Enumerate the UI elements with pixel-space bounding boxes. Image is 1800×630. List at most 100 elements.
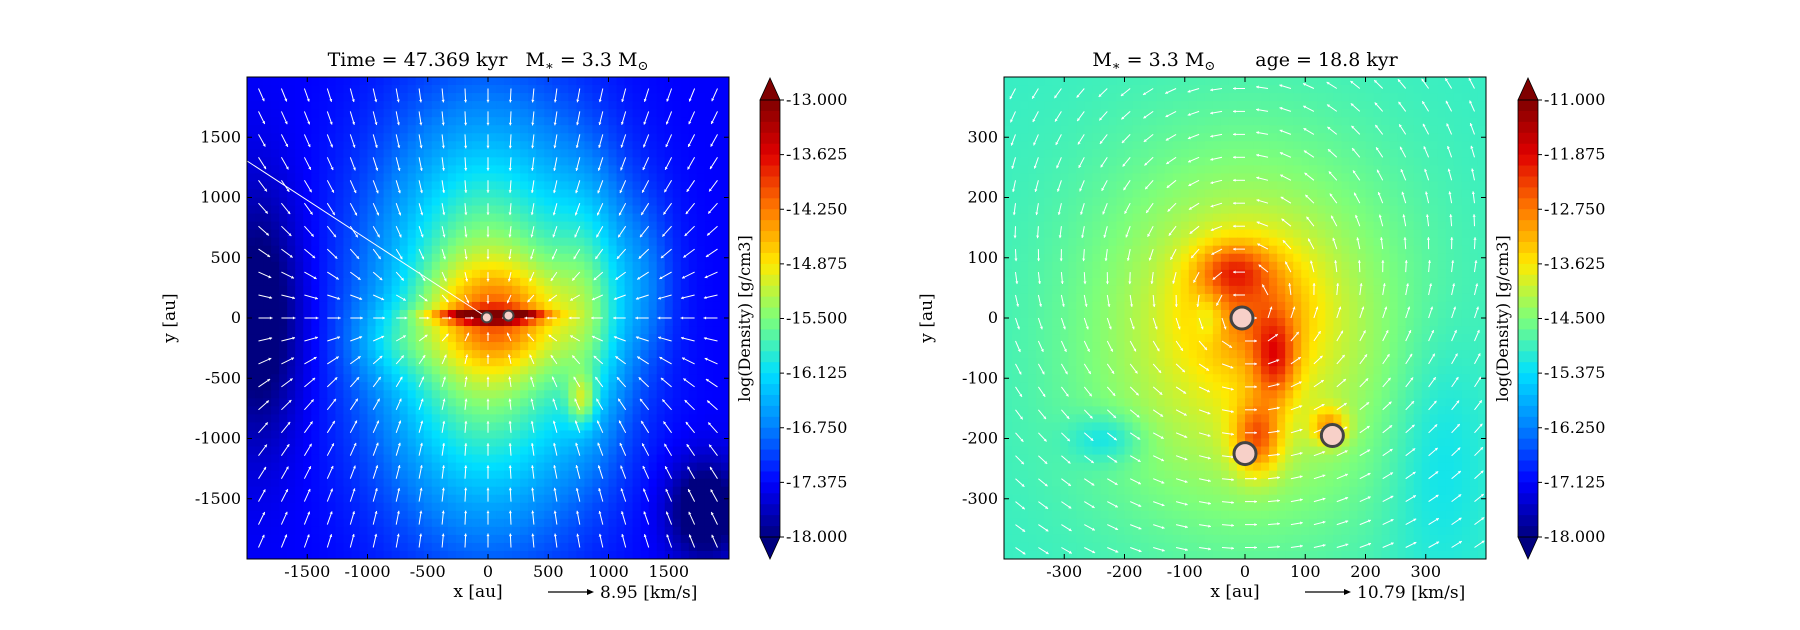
velocity-arrow-head (464, 533, 468, 537)
velocity-arrow-head (1183, 390, 1187, 394)
velocity-arrow-head (620, 167, 623, 171)
velocity-arrow-head (1021, 483, 1025, 487)
velocity-arrow-head (288, 233, 292, 236)
velocity-arrow-head (1156, 348, 1160, 352)
velocity-arrow-head (1043, 438, 1047, 442)
velocity-arrow-head (686, 444, 690, 448)
velocity-arrows (247, 88, 718, 548)
velocity-arrow-head (310, 399, 314, 403)
velocity-arrow-head (374, 511, 378, 514)
velocity-arrow-head (262, 143, 266, 147)
velocity-arrow-head (711, 512, 714, 515)
velocity-arrow-head (1322, 497, 1326, 501)
velocity-arrow-head (1254, 546, 1257, 550)
velocity-arrow-head (1229, 345, 1232, 348)
colorbar-tick-label: -15.375 (1544, 363, 1605, 382)
velocity-arrow-head (1111, 370, 1115, 374)
velocity-arrow-head (595, 256, 599, 260)
colorbar-segment (760, 504, 780, 516)
colorbar-segment (760, 252, 780, 265)
velocity-arrow-head (1338, 306, 1342, 310)
velocity-arrow-head (1474, 260, 1478, 263)
chart-title: Time = 47.369 kyr M∗ = 3.3 M⊙ (328, 49, 649, 74)
velocity-arrow-head (397, 145, 401, 148)
velocity-arrow-head (1102, 211, 1106, 215)
colorbar-segment (760, 143, 780, 156)
velocity-arrow-head (397, 465, 401, 468)
colorbar-segment (760, 394, 780, 407)
velocity-arrow-head (688, 534, 692, 538)
colorbar-tick-label: -11.000 (1544, 90, 1605, 109)
velocity-arrow-head (1087, 348, 1090, 352)
velocity-arrow-head (638, 255, 642, 259)
velocity-arrow-head (711, 534, 715, 538)
velocity-arrow-head (620, 144, 624, 148)
velocity-arrow-head (264, 444, 267, 448)
velocity-arrow-head (1254, 362, 1257, 366)
velocity-arrow-head (1426, 237, 1430, 240)
velocity-arrow-head (1082, 258, 1086, 262)
velocity-arrow-head (486, 398, 490, 402)
velocity-arrow-head (1009, 96, 1013, 100)
colorbar-segment (760, 110, 780, 123)
colorbar-segment (760, 285, 780, 298)
velocity-arrow-head (396, 510, 400, 514)
colorbar-segment (760, 351, 780, 363)
velocity-arrow-head (449, 316, 452, 320)
colorbar-segment (1518, 340, 1538, 352)
velocity-arrow-head (1402, 214, 1406, 218)
velocity-arrow-head (1039, 326, 1043, 330)
velocity-arrow-head (643, 98, 647, 102)
velocity-arrow-head (1254, 500, 1257, 504)
velocity-arrow-head (402, 297, 406, 301)
colorbar-segment (760, 187, 780, 199)
velocity-arrow-head (643, 488, 646, 492)
velocity-arrow-head (598, 145, 602, 148)
velocity-arrow-head (486, 234, 490, 238)
velocity-arrow-head (1254, 408, 1257, 412)
velocity-arrow-head (1279, 106, 1283, 110)
velocity-arrow-head (1299, 475, 1303, 479)
velocity-arrow-head (1057, 212, 1061, 215)
colorbar-segment (1518, 263, 1538, 276)
velocity-arrow-head (464, 234, 468, 238)
y-axis-label: y [au] (917, 293, 937, 343)
velocity-arrow-head (1299, 452, 1303, 455)
velocity-arrow-head (1364, 354, 1367, 358)
velocity-arrow-head (1017, 326, 1020, 330)
velocity-arrow-head (1281, 218, 1285, 222)
colorbar-segment (1518, 471, 1538, 483)
velocity-arrow-head (1065, 393, 1069, 397)
velocity-arrow-head (1362, 330, 1366, 334)
velocity-arrow-head (287, 421, 291, 425)
panel-1: -1500 -1000 -500 0 500 1000 1500 -1500 -1000 -500… (160, 49, 847, 603)
velocity-arrow-head (285, 466, 289, 470)
velocity-arrow-head (1148, 257, 1152, 261)
velocity-arrow-head (1407, 306, 1411, 310)
velocity-arrow-head (376, 212, 380, 216)
velocity-arrow-head (621, 534, 625, 537)
velocity-arrow-head (1158, 370, 1162, 373)
star-marker-2 (502, 309, 515, 322)
velocity-arrow-head (1034, 189, 1038, 192)
velocity-arrow-head (486, 354, 490, 357)
velocity-arrow-head (1478, 376, 1481, 380)
velocity-arrow-head (464, 168, 468, 171)
velocity-arrow-head (1011, 165, 1015, 169)
colorbar-tick-label: -17.375 (786, 472, 847, 491)
velocity-arrow-head (312, 377, 316, 381)
velocity-arrow-head (1274, 334, 1278, 337)
velocity-arrow-head (1230, 387, 1234, 391)
velocity-arrow-head (1188, 206, 1192, 210)
velocity-arrow-head (1019, 393, 1022, 397)
y-tick-label: -500 (205, 368, 241, 387)
velocity-arrow-head (404, 316, 408, 320)
velocity-arrow-head (1045, 528, 1049, 532)
velocity-arrow-head (1088, 371, 1091, 374)
velocity-arrow-head (1345, 496, 1349, 500)
velocity-arrow-head (329, 98, 333, 102)
colorbar-segment (1518, 482, 1538, 494)
velocity-arrow-head (1387, 377, 1391, 381)
colorbar-segment (1518, 231, 1538, 243)
velocity-arrow-head (377, 256, 381, 260)
